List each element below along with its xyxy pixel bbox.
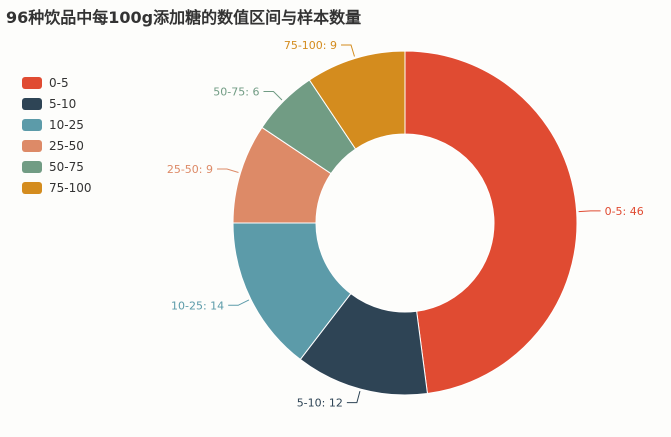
leader-line-10-25 xyxy=(228,299,250,306)
data-label-5-10: 5-10: 12 xyxy=(297,397,343,410)
data-label-10-25: 10-25: 14 xyxy=(171,299,224,312)
legend-item-25-50[interactable]: 25-50 xyxy=(22,135,92,156)
legend-label: 25-50 xyxy=(49,138,84,153)
slice-75-100[interactable] xyxy=(308,50,406,150)
leader-line-0-5 xyxy=(578,210,601,213)
data-label-50-75: 50-75: 6 xyxy=(213,85,259,98)
legend-item-75-100[interactable]: 75-100 xyxy=(22,177,92,198)
legend-label: 10-25 xyxy=(49,117,84,132)
leader-line-25-50 xyxy=(217,168,239,173)
data-label-75-100: 75-100: 9 xyxy=(284,39,337,52)
data-label-0-5: 0-5: 46 xyxy=(605,205,644,218)
legend-label: 0-5 xyxy=(49,75,69,90)
leader-line-5-10 xyxy=(346,390,361,404)
legend-swatch xyxy=(22,76,42,89)
legend-label: 75-100 xyxy=(49,180,92,195)
chart-title: 96种饮品中每100g添加糖的数值区间与样本数量 xyxy=(6,8,362,27)
legend: 0-5 5-10 10-25 25-50 50-75 75-100 xyxy=(22,72,92,198)
legend-swatch xyxy=(22,118,42,131)
legend-label: 5-10 xyxy=(49,96,77,111)
legend-swatch xyxy=(22,181,42,194)
legend-swatch xyxy=(22,97,42,110)
legend-item-0-5[interactable]: 0-5 xyxy=(22,72,92,93)
legend-item-5-10[interactable]: 5-10 xyxy=(22,93,92,114)
legend-swatch xyxy=(22,160,42,173)
data-label-25-50: 25-50: 9 xyxy=(167,163,213,176)
legend-item-50-75[interactable]: 50-75 xyxy=(22,156,92,177)
legend-item-10-25[interactable]: 10-25 xyxy=(22,114,92,135)
leader-line-75-100 xyxy=(341,44,355,57)
legend-label: 50-75 xyxy=(49,159,84,174)
slice-0-5[interactable] xyxy=(404,50,578,395)
legend-swatch xyxy=(22,139,42,152)
leader-line-50-75 xyxy=(263,90,283,101)
